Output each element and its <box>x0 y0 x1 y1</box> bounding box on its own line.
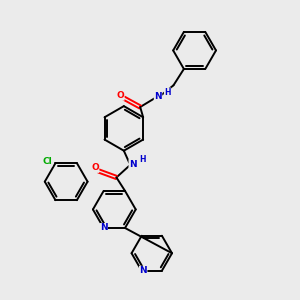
Text: N: N <box>140 266 147 275</box>
Text: N: N <box>100 224 107 232</box>
Text: O: O <box>116 91 124 100</box>
Text: O: O <box>91 164 99 172</box>
Text: H: H <box>164 88 171 97</box>
Text: N: N <box>129 160 136 169</box>
Text: Cl: Cl <box>42 157 52 166</box>
Text: N: N <box>154 92 162 101</box>
Text: H: H <box>139 155 146 164</box>
